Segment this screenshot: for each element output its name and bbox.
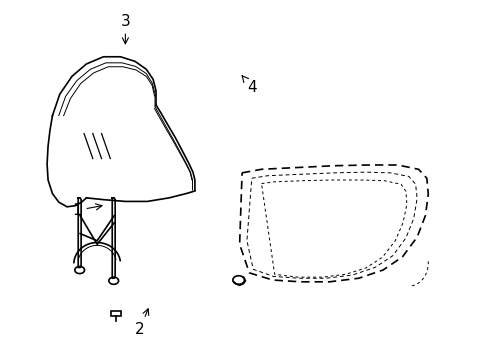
Circle shape [75,266,84,274]
Text: 2: 2 [135,309,148,337]
Text: 4: 4 [242,76,256,95]
Bar [111,311,121,316]
Text: 1: 1 [72,203,102,218]
Circle shape [109,277,118,284]
Circle shape [232,276,244,284]
Text: 3: 3 [120,14,130,44]
